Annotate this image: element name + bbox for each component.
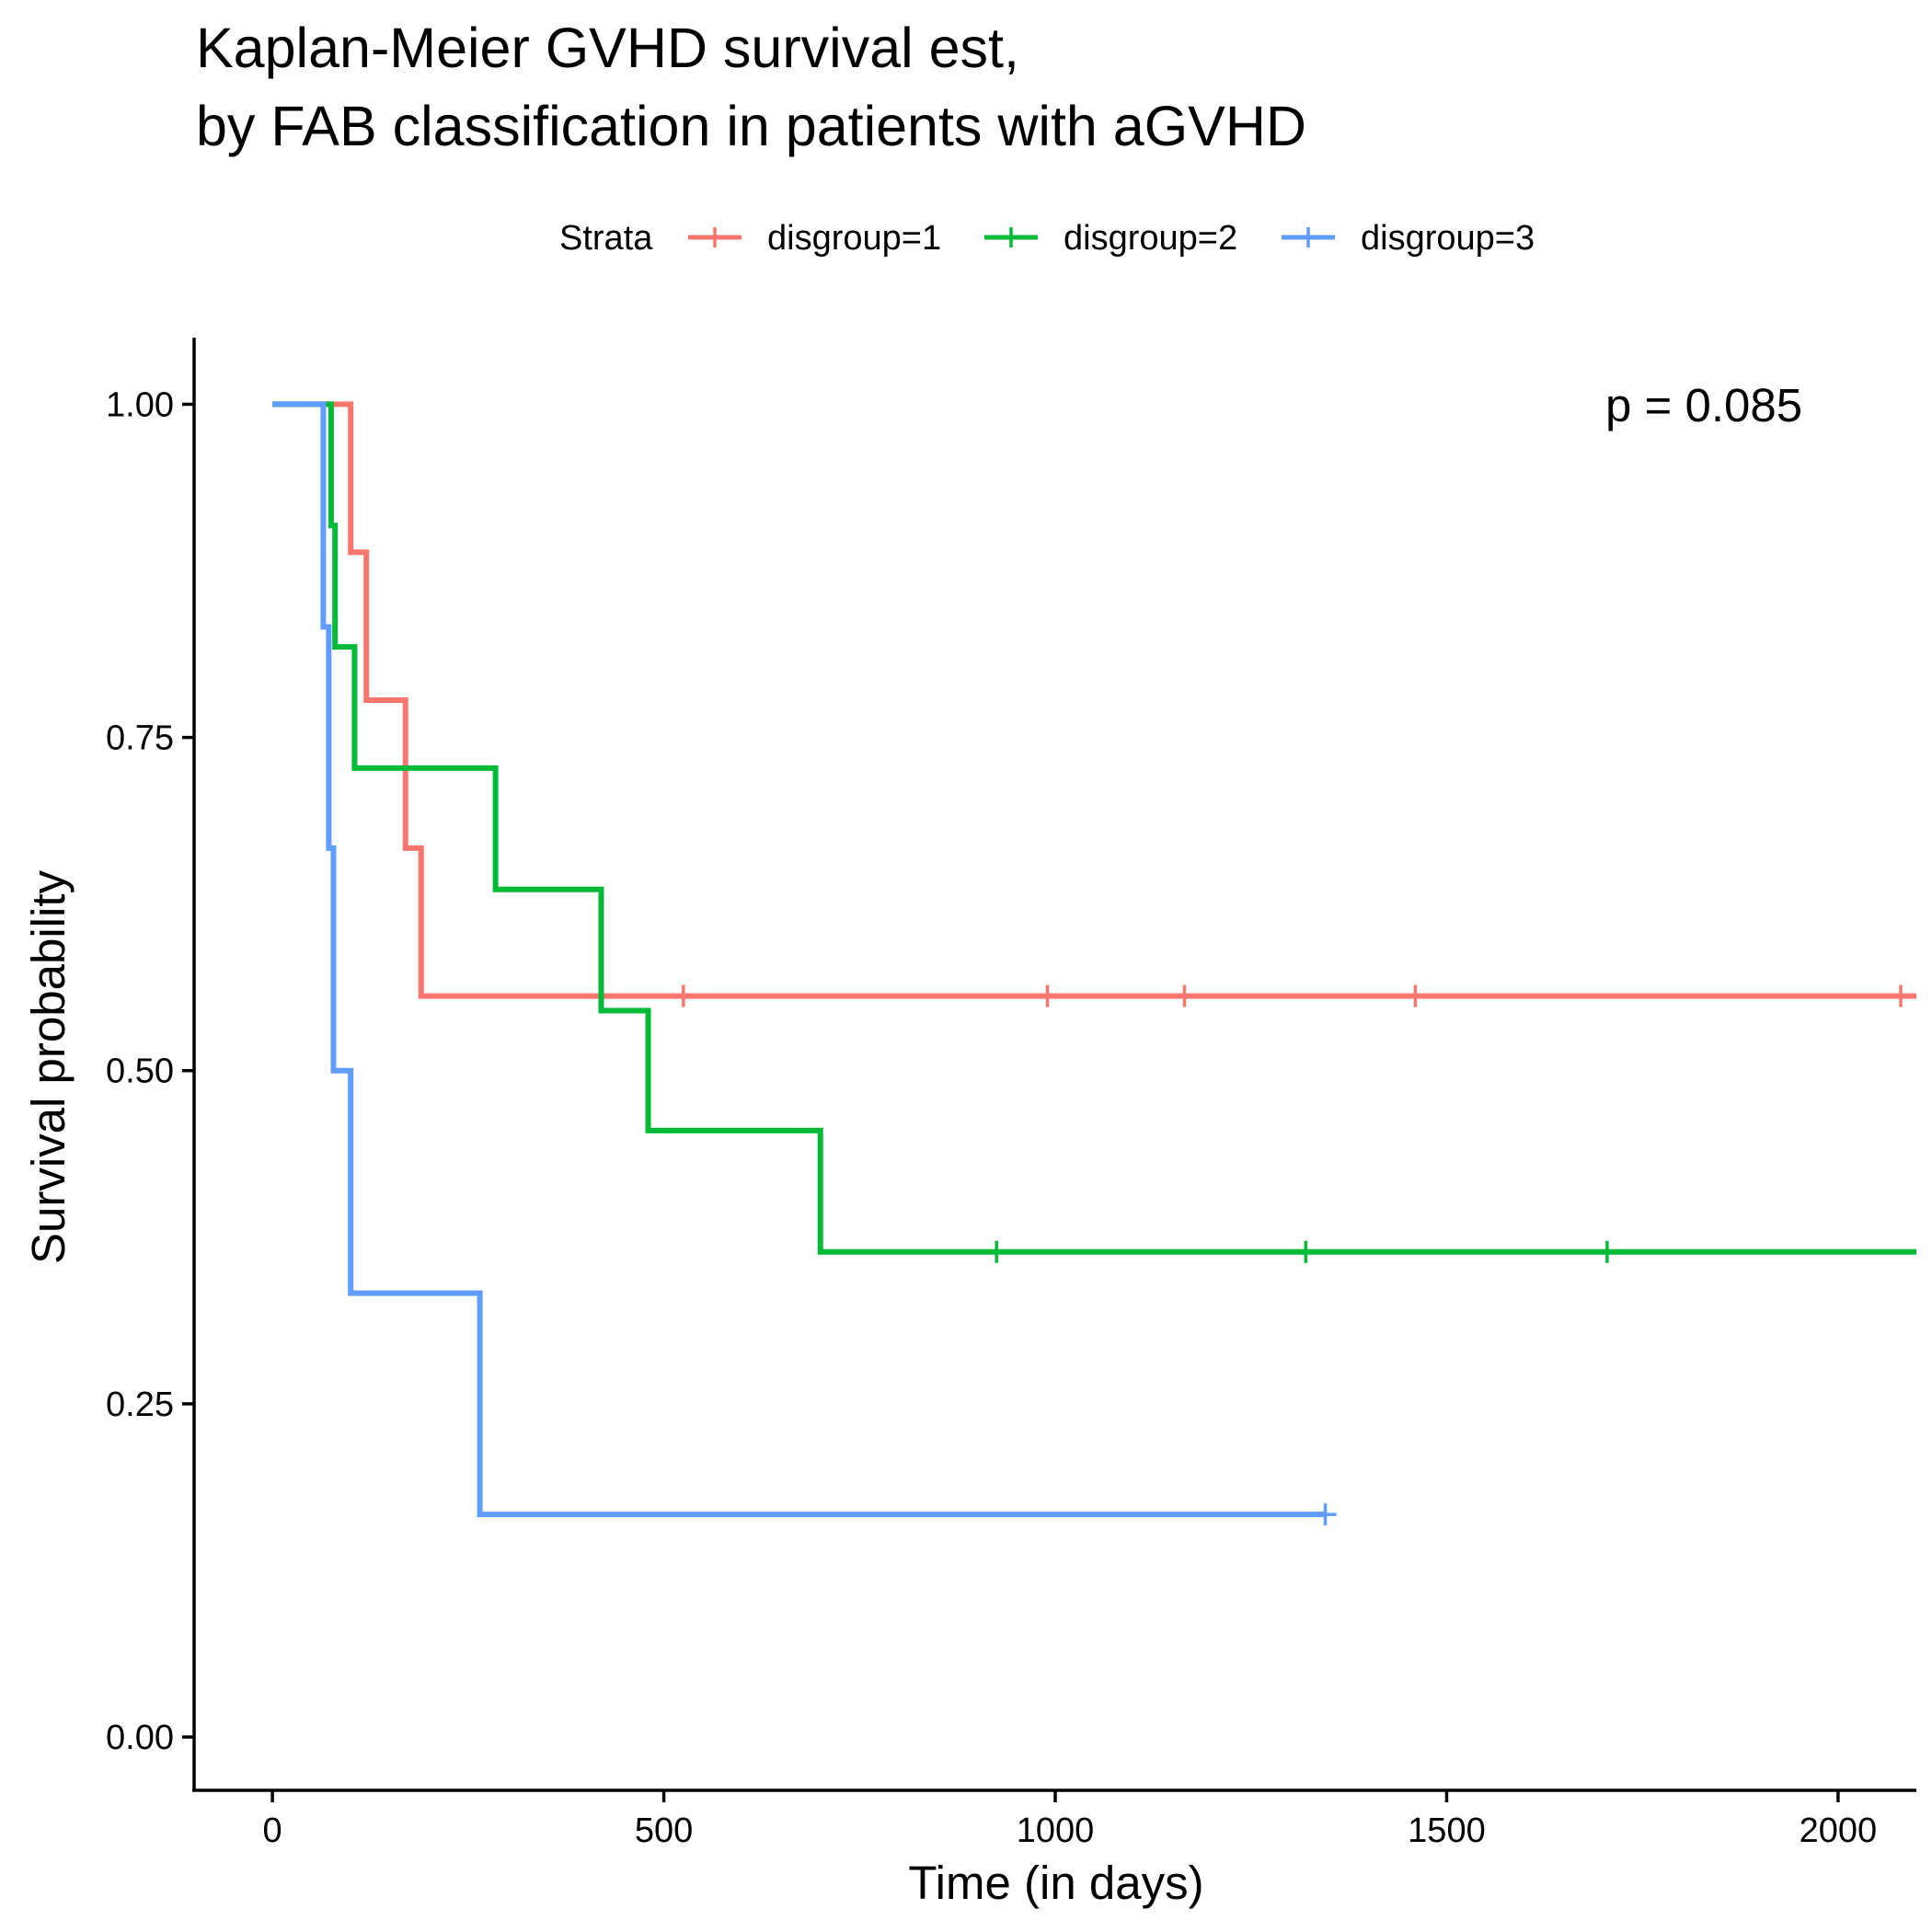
- legend-label: disgroup=2: [1064, 219, 1237, 258]
- x-tick-label: 0: [263, 1811, 282, 1850]
- series-disgroup-1: [272, 401, 1916, 1007]
- y-axis-title: Survival probability: [22, 869, 75, 1264]
- legend-label: disgroup=3: [1361, 219, 1535, 258]
- legend-item-disgroup-3: disgroup=3: [1282, 219, 1535, 258]
- legend-title: Strata: [559, 219, 653, 258]
- axes: [192, 338, 1916, 1792]
- chart-subtitle: by FAB classification in patients with a…: [196, 95, 1306, 157]
- x-tick-label: 2000: [1800, 1811, 1878, 1850]
- legend: Strata disgroup=1 disgroup=2 disgroup=3: [559, 219, 1535, 258]
- chart-title: Kaplan-Meier GVHD survival est,: [196, 17, 1019, 79]
- legend-item-disgroup-1: disgroup=1: [688, 219, 941, 258]
- p-value-annotation: p = 0.085: [1605, 379, 1802, 431]
- y-tick-label: 0.00: [106, 1719, 174, 1757]
- survival-curve: [272, 401, 1916, 999]
- survival-curve: [272, 401, 1916, 1255]
- y-tick-label: 0.75: [106, 719, 174, 758]
- y-tick-label: 0.50: [106, 1052, 174, 1091]
- x-tick-label: 1000: [1017, 1811, 1095, 1850]
- series-disgroup-3: [272, 401, 1337, 1526]
- y-tick-label: 0.25: [106, 1386, 174, 1424]
- x-tick-label: 500: [635, 1811, 693, 1850]
- legend-item-disgroup-2: disgroup=2: [984, 219, 1237, 258]
- x-axis-title: Time (in days): [908, 1857, 1203, 1909]
- survival-curve: [272, 401, 1326, 1518]
- y-tick-label: 1.00: [106, 385, 174, 424]
- legend-label: disgroup=1: [767, 219, 941, 258]
- x-tick-label: 1500: [1408, 1811, 1486, 1850]
- series-disgroup-2: [272, 401, 1916, 1263]
